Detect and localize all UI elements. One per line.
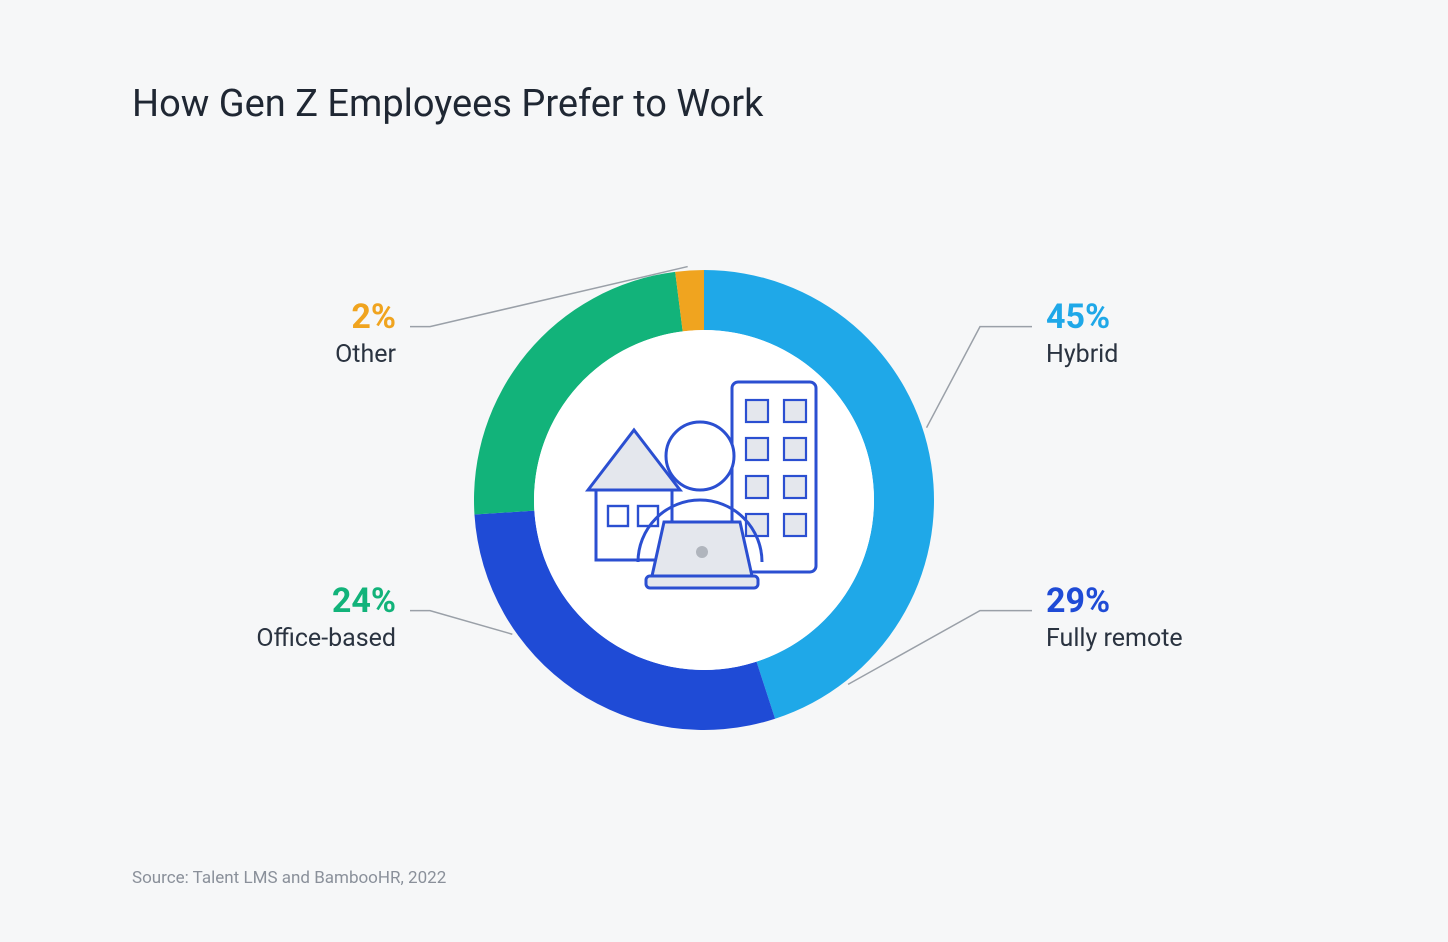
- donut-chart-svg: [0, 0, 1448, 942]
- house-window-icon: [608, 506, 628, 526]
- label-fully-remote-pct: 29%: [1046, 580, 1183, 623]
- building-window-icon: [784, 438, 806, 460]
- laptop-logo-icon: [696, 546, 708, 558]
- building-window-icon: [784, 400, 806, 422]
- label-fully-remote: 29% Fully remote: [1046, 580, 1183, 654]
- source-citation: Source: Talent LMS and BambooHR, 2022: [132, 868, 446, 888]
- laptop-base-icon: [646, 576, 758, 588]
- label-office-pct: 24%: [256, 580, 396, 623]
- label-hybrid-pct: 45%: [1046, 296, 1118, 339]
- person-head-icon: [666, 422, 734, 490]
- building-window-icon: [746, 438, 768, 460]
- label-hybrid: 45% Hybrid: [1046, 296, 1118, 370]
- label-hybrid-name: Hybrid: [1046, 339, 1118, 370]
- infographic-canvas: How Gen Z Employees Prefer to Work 45% H…: [0, 0, 1448, 942]
- label-other-name: Other: [335, 339, 396, 370]
- label-other: 2% Other: [335, 296, 396, 370]
- label-office-name: Office-based: [256, 623, 396, 654]
- label-other-pct: 2%: [335, 296, 396, 339]
- building-window-icon: [784, 514, 806, 536]
- callout-line-office: [410, 611, 512, 635]
- building-window-icon: [746, 400, 768, 422]
- building-window-icon: [746, 476, 768, 498]
- building-window-icon: [784, 476, 806, 498]
- house-window-icon: [638, 506, 658, 526]
- label-office: 24% Office-based: [256, 580, 396, 654]
- callout-line-hybrid: [927, 327, 1032, 428]
- label-fully-remote-name: Fully remote: [1046, 623, 1183, 654]
